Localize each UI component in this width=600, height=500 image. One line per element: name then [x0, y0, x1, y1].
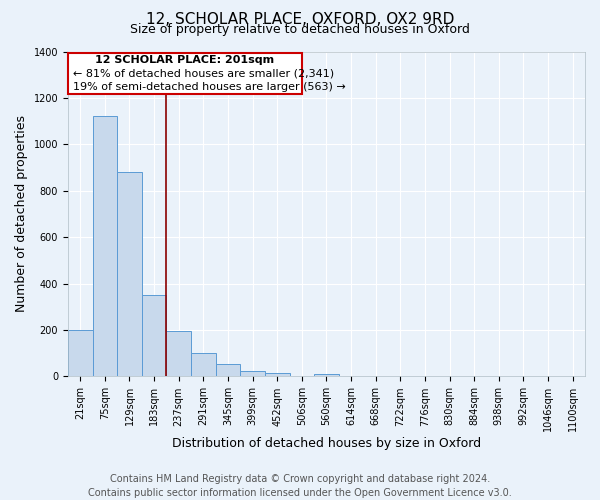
- Bar: [92, 116, 117, 376]
- Y-axis label: Number of detached properties: Number of detached properties: [15, 116, 28, 312]
- Bar: [68, 330, 92, 376]
- Text: Contains HM Land Registry data © Crown copyright and database right 2024.
Contai: Contains HM Land Registry data © Crown c…: [88, 474, 512, 498]
- Bar: [191, 354, 215, 376]
- Text: ← 81% of detached houses are smaller (2,341): ← 81% of detached houses are smaller (2,…: [73, 68, 334, 78]
- Text: 12 SCHOLAR PLACE: 201sqm: 12 SCHOLAR PLACE: 201sqm: [95, 54, 274, 64]
- Bar: [142, 295, 166, 376]
- Bar: [215, 364, 240, 376]
- Text: 12, SCHOLAR PLACE, OXFORD, OX2 9RD: 12, SCHOLAR PLACE, OXFORD, OX2 9RD: [146, 12, 454, 28]
- Bar: [166, 331, 191, 376]
- Bar: [240, 370, 265, 376]
- Bar: [265, 373, 290, 376]
- Text: 19% of semi-detached houses are larger (563) →: 19% of semi-detached houses are larger (…: [73, 82, 346, 92]
- X-axis label: Distribution of detached houses by size in Oxford: Distribution of detached houses by size …: [172, 437, 481, 450]
- Bar: [68, 52, 302, 94]
- Bar: [117, 172, 142, 376]
- Bar: [314, 374, 339, 376]
- Text: Size of property relative to detached houses in Oxford: Size of property relative to detached ho…: [130, 22, 470, 36]
